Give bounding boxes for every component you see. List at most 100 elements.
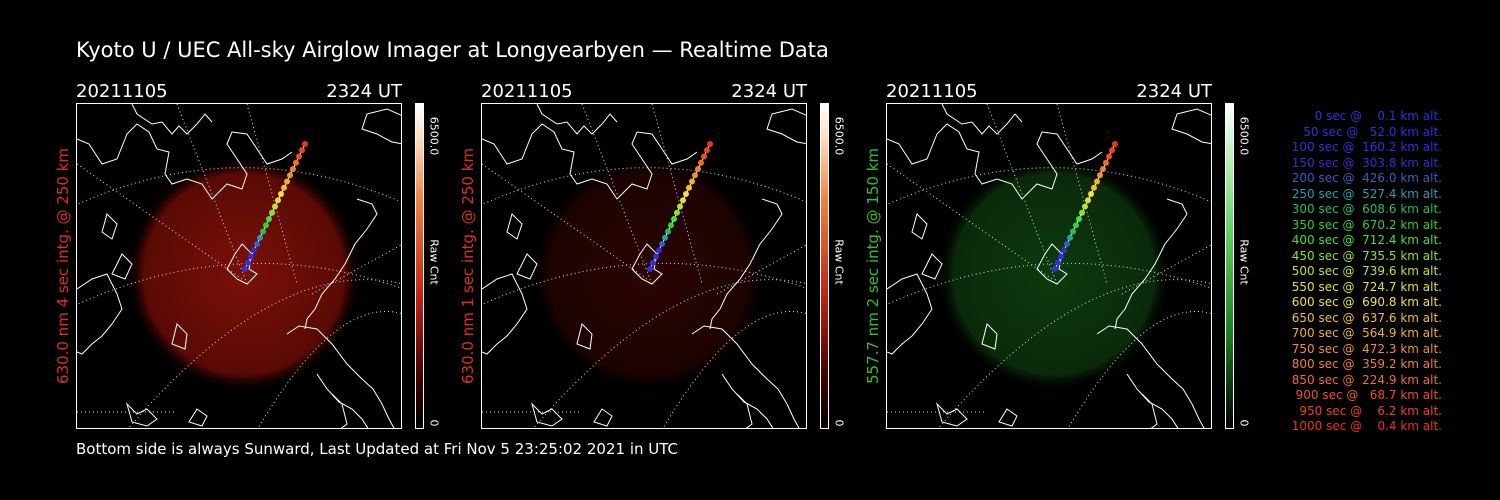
panel-2-airglow-disk (531, 156, 767, 392)
panel-2-trajectory (647, 141, 713, 272)
trajectory-point (692, 172, 698, 179)
legend-row: 1000 sec @ 0.4 km alt. (1291, 419, 1442, 433)
panel-3-airglow-disk (936, 156, 1172, 392)
panel-1-colorbar-max: 6500.0 (427, 116, 441, 156)
trajectory-point (650, 259, 656, 266)
trajectory-point (1109, 147, 1115, 154)
legend-row: 300 sec @ 608.6 km alt. (1287, 202, 1442, 216)
trajectory-point (269, 209, 275, 216)
trajectory-point (281, 184, 287, 191)
legend-row: 450 sec @ 735.5 km alt. (1287, 248, 1442, 263)
panel-3-time: 2324 UT (1136, 81, 1212, 102)
trajectory-point (1070, 228, 1076, 235)
panel-2-colorbar-min: 0 (832, 419, 846, 427)
trajectory-point (1055, 259, 1061, 266)
trajectory-point (287, 172, 293, 179)
legend-row: 200 sec @ 426.0 km alt. (1287, 171, 1442, 185)
legend-row: 750 sec @ 472.3 km alt. (1287, 341, 1442, 356)
trajectory-point (659, 241, 665, 247)
panel-3-colorbar-min: 0 (1237, 419, 1251, 427)
panel-1-trajectory (242, 141, 308, 272)
panel-1-channel-label: 630.0 nm 4 sec intg. @ 250 km (54, 147, 72, 385)
legend-row: 400 sec @ 712.4 km alt. (1287, 233, 1442, 247)
trajectory-point (701, 153, 707, 160)
trajectory-point (251, 247, 257, 254)
panel-1-airglow-disk (126, 156, 362, 392)
trajectory-point (1091, 184, 1097, 191)
legend-row: 650 sec @ 637.6 km alt. (1287, 310, 1442, 325)
footer-status: Bottom side is always Sunward, Last Upda… (76, 440, 678, 458)
panel-1-coastlines (77, 104, 401, 428)
legend-row: 800 sec @ 359.2 km alt. (1287, 357, 1442, 371)
trajectory-point (683, 191, 689, 197)
panel-2-date: 20211105 (481, 81, 573, 102)
legend-row: 50 sec @ 52.0 km alt. (1295, 124, 1442, 139)
trajectory-point (695, 166, 701, 172)
legend-row: 850 sec @ 224.9 km alt. (1287, 372, 1442, 387)
trajectory-point (665, 228, 671, 235)
legend-row: 600 sec @ 690.8 km alt. (1287, 295, 1442, 309)
trajectory-point (1085, 197, 1091, 204)
panel-3-coastlines (887, 104, 1211, 428)
trajectory-point (293, 159, 299, 166)
panel-1-date: 20211105 (76, 81, 168, 102)
trajectory-point (1079, 209, 1085, 216)
trajectory-point (1058, 253, 1064, 260)
panel-1-colorbar (415, 103, 424, 429)
trajectory-point (647, 266, 653, 272)
panel-1-allsky-image (76, 103, 402, 429)
trajectory-point (257, 234, 263, 241)
trajectory-point (299, 147, 305, 154)
panel-2-time: 2324 UT (731, 81, 807, 102)
trajectory-point (653, 253, 659, 260)
legend-row: 0 sec @ 0.1 km alt. (1303, 109, 1442, 123)
trajectory-legend: 0 sec @ 0.1 km alt. 50 sec @ 52.0 km alt… (1262, 109, 1442, 435)
trajectory-point (704, 147, 710, 154)
trajectory-point (689, 178, 695, 185)
legend-row: 900 sec @ 68.7 km alt. (1291, 388, 1442, 402)
panel-2-colorbar (820, 103, 829, 429)
trajectory-point (674, 209, 680, 216)
panel-2-allsky-image (481, 103, 807, 429)
trajectory-point (1061, 247, 1067, 254)
legend-row: 250 sec @ 527.4 km alt. (1287, 186, 1442, 201)
trajectory-point (1076, 216, 1082, 222)
panel-3-channel-label: 557.7 nm 2 sec intg. @ 150 km (864, 147, 882, 385)
panel-3-colorbar-unit: Raw Cnt (1237, 239, 1251, 285)
trajectory-point (671, 216, 677, 222)
trajectory-point (680, 197, 686, 204)
trajectory-point (266, 216, 272, 222)
trajectory-point (677, 203, 683, 210)
trajectory-point (1097, 172, 1103, 179)
trajectory-point (1064, 241, 1070, 247)
legend-row: 950 sec @ 6.2 km alt. (1295, 403, 1442, 418)
panel-3-trajectory (1052, 141, 1118, 272)
panel-2-colorbar-unit: Raw Cnt (832, 239, 846, 285)
trajectory-point (698, 159, 704, 166)
legend-row: 500 sec @ 739.6 km alt. (1287, 264, 1442, 278)
trajectory-point (1112, 141, 1118, 147)
trajectory-point (1103, 159, 1109, 166)
trajectory-point (302, 141, 308, 147)
panel-2-colorbar-max: 6500.0 (832, 116, 846, 156)
trajectory-point (1082, 203, 1088, 210)
panel-1-colorbar-unit: Raw Cnt (427, 239, 441, 285)
trajectory-point (668, 222, 674, 229)
trajectory-point (254, 241, 260, 247)
legend-row: 150 sec @ 303.8 km alt. (1287, 155, 1442, 170)
trajectory-point (662, 234, 668, 241)
legend-row: 700 sec @ 564.9 km alt. (1287, 326, 1442, 340)
panel-2-coastlines (482, 104, 806, 428)
trajectory-point (278, 191, 284, 197)
panel-3-colorbar (1225, 103, 1234, 429)
legend-row: 350 sec @ 670.2 km alt. (1287, 217, 1442, 232)
trajectory-point (248, 253, 254, 260)
trajectory-point (245, 259, 251, 266)
panel-2-channel-label: 630.0 nm 1 sec intg. @ 250 km (459, 147, 477, 385)
trajectory-point (1052, 266, 1058, 272)
trajectory-point (296, 153, 302, 160)
trajectory-point (290, 166, 296, 172)
panel-1-colorbar-min: 0 (427, 419, 441, 427)
trajectory-point (284, 178, 290, 185)
trajectory-point (1088, 191, 1094, 197)
